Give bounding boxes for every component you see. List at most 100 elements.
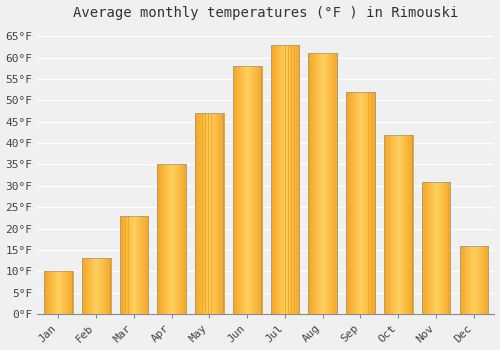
- Bar: [180, 164, 181, 314]
- Bar: [53, 271, 54, 314]
- Bar: [248, 66, 249, 314]
- Bar: [319, 53, 320, 314]
- Bar: [398, 134, 399, 314]
- Bar: [181, 164, 182, 314]
- Bar: [435, 182, 436, 314]
- Bar: [168, 164, 169, 314]
- Bar: [318, 53, 319, 314]
- Bar: [466, 246, 467, 314]
- Bar: [64, 271, 65, 314]
- Bar: [408, 134, 409, 314]
- Bar: [290, 45, 292, 314]
- Bar: [284, 45, 286, 314]
- Bar: [348, 92, 349, 314]
- Bar: [88, 258, 89, 314]
- Bar: [182, 164, 184, 314]
- Bar: [138, 216, 139, 314]
- Bar: [423, 182, 424, 314]
- Bar: [71, 271, 72, 314]
- Bar: [120, 216, 148, 314]
- Bar: [100, 258, 101, 314]
- Bar: [176, 164, 178, 314]
- Bar: [460, 246, 488, 314]
- Bar: [110, 258, 112, 314]
- Bar: [396, 134, 398, 314]
- Bar: [346, 92, 374, 314]
- Bar: [86, 258, 88, 314]
- Bar: [270, 45, 299, 314]
- Bar: [310, 53, 312, 314]
- Bar: [299, 45, 300, 314]
- Bar: [294, 45, 296, 314]
- Bar: [158, 164, 186, 314]
- Bar: [328, 53, 329, 314]
- Bar: [166, 164, 168, 314]
- Bar: [174, 164, 175, 314]
- Bar: [358, 92, 360, 314]
- Bar: [326, 53, 328, 314]
- Bar: [144, 216, 145, 314]
- Bar: [432, 182, 434, 314]
- Bar: [104, 258, 106, 314]
- Bar: [402, 134, 404, 314]
- Bar: [219, 113, 220, 314]
- Bar: [374, 92, 376, 314]
- Bar: [488, 246, 490, 314]
- Bar: [478, 246, 479, 314]
- Bar: [82, 258, 110, 314]
- Bar: [47, 271, 48, 314]
- Bar: [393, 134, 394, 314]
- Bar: [48, 271, 50, 314]
- Bar: [292, 45, 293, 314]
- Bar: [146, 216, 148, 314]
- Bar: [158, 164, 159, 314]
- Bar: [171, 164, 172, 314]
- Bar: [356, 92, 358, 314]
- Bar: [240, 66, 242, 314]
- Bar: [288, 45, 290, 314]
- Bar: [308, 53, 337, 314]
- Bar: [479, 246, 480, 314]
- Bar: [255, 66, 256, 314]
- Bar: [480, 246, 482, 314]
- Bar: [293, 45, 294, 314]
- Bar: [122, 216, 124, 314]
- Bar: [282, 45, 284, 314]
- Bar: [234, 66, 236, 314]
- Bar: [44, 271, 72, 314]
- Bar: [405, 134, 406, 314]
- Bar: [286, 45, 287, 314]
- Bar: [461, 246, 462, 314]
- Bar: [108, 258, 110, 314]
- Bar: [261, 66, 262, 314]
- Bar: [486, 246, 488, 314]
- Bar: [274, 45, 275, 314]
- Bar: [313, 53, 314, 314]
- Bar: [92, 258, 94, 314]
- Bar: [462, 246, 464, 314]
- Bar: [384, 134, 412, 314]
- Bar: [334, 53, 335, 314]
- Bar: [320, 53, 322, 314]
- Bar: [82, 258, 83, 314]
- Bar: [139, 216, 140, 314]
- Bar: [44, 271, 46, 314]
- Bar: [148, 216, 150, 314]
- Bar: [245, 66, 246, 314]
- Bar: [434, 182, 435, 314]
- Bar: [258, 66, 260, 314]
- Bar: [184, 164, 186, 314]
- Bar: [364, 92, 366, 314]
- Bar: [270, 45, 272, 314]
- Bar: [220, 113, 222, 314]
- Bar: [384, 134, 412, 314]
- Bar: [331, 53, 332, 314]
- Bar: [349, 92, 350, 314]
- Bar: [352, 92, 354, 314]
- Bar: [275, 45, 276, 314]
- Bar: [280, 45, 281, 314]
- Bar: [145, 216, 146, 314]
- Bar: [428, 182, 429, 314]
- Bar: [368, 92, 370, 314]
- Bar: [60, 271, 62, 314]
